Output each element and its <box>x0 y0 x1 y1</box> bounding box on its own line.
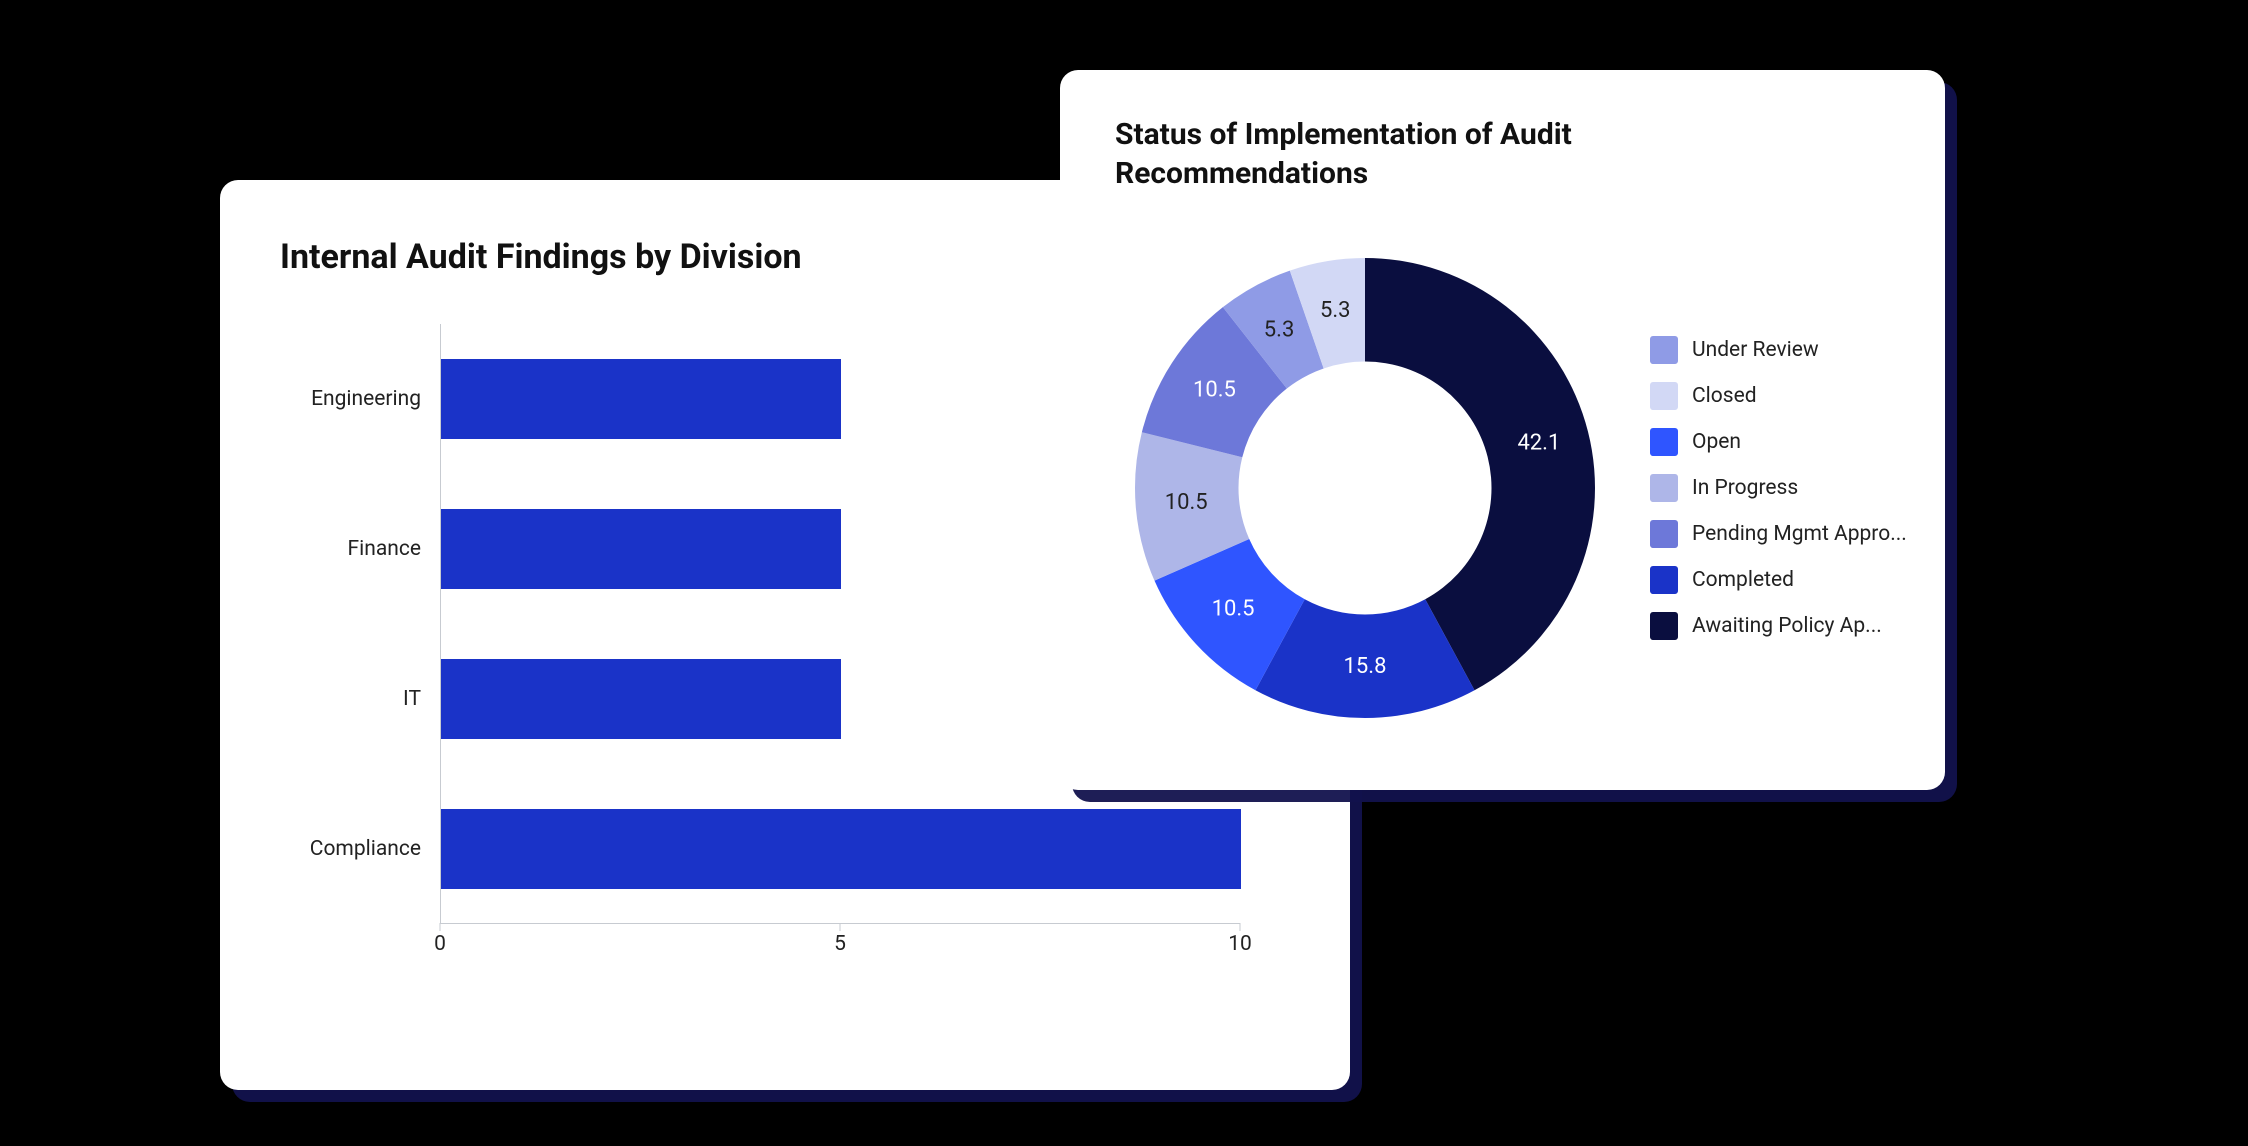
bar-category-label: Compliance <box>310 837 421 861</box>
x-tick-label: 0 <box>434 932 446 956</box>
legend-label: Pending Mgmt Appro... <box>1692 522 1907 546</box>
legend-swatch <box>1650 474 1678 502</box>
x-tick-mark <box>440 923 441 931</box>
legend-swatch <box>1650 336 1678 364</box>
donut-chart-title: Status of Implementation of Audit Recomm… <box>1115 115 1735 193</box>
donut-slice-value: 42.1 <box>1517 431 1560 456</box>
x-tick-label: 5 <box>834 932 846 956</box>
donut-slice-value: 10.5 <box>1212 596 1255 621</box>
legend-swatch <box>1650 566 1678 594</box>
donut-chart-legend: Under Review Closed Open In Progress Pending… <box>1650 336 1907 640</box>
legend-label: Closed <box>1692 384 1757 408</box>
legend-label: In Progress <box>1692 476 1798 500</box>
legend-swatch <box>1650 382 1678 410</box>
bar-rect <box>441 509 841 589</box>
legend-item: Pending Mgmt Appro... <box>1650 520 1907 548</box>
donut-slice-value: 5.3 <box>1264 317 1295 342</box>
bar-rect <box>441 659 841 739</box>
donut-slice-value: 10.5 <box>1193 377 1236 402</box>
legend-item: Completed <box>1650 566 1907 594</box>
donut-slice-value: 15.8 <box>1344 654 1387 679</box>
x-tick-mark <box>840 923 841 931</box>
bar-category-label: Engineering <box>311 387 421 411</box>
legend-item: In Progress <box>1650 474 1907 502</box>
donut-slice-value: 10.5 <box>1165 490 1208 515</box>
bar-category-label: Finance <box>348 537 421 561</box>
donut-chart-svg: 42.1 15.8 10.5 10.5 10.5 5.3 5.3 <box>1115 238 1615 738</box>
legend-item: Under Review <box>1650 336 1907 364</box>
bar-row: Finance <box>441 509 841 589</box>
legend-item: Open <box>1650 428 1907 456</box>
x-tick-mark <box>1240 923 1241 931</box>
bar-row: IT <box>441 659 841 739</box>
donut-chart-wrap: 42.1 15.8 10.5 10.5 10.5 5.3 5.3 Under Review C… <box>1115 238 1895 738</box>
bar-row: Compliance <box>441 809 1241 889</box>
legend-item: Awaiting Policy Ap... <box>1650 612 1907 640</box>
bar-chart-x-axis: 0510 <box>440 924 1240 964</box>
legend-label: Open <box>1692 430 1741 454</box>
donut-slice-value: 5.3 <box>1320 298 1351 323</box>
bar-rect <box>441 359 841 439</box>
bar-rect <box>441 809 1241 889</box>
x-tick-label: 10 <box>1228 932 1252 956</box>
legend-swatch <box>1650 520 1678 548</box>
donut-chart-card: Status of Implementation of Audit Recomm… <box>1060 70 1945 790</box>
legend-swatch <box>1650 428 1678 456</box>
bar-category-label: IT <box>403 687 421 711</box>
legend-label: Under Review <box>1692 338 1819 362</box>
legend-item: Closed <box>1650 382 1907 410</box>
legend-swatch <box>1650 612 1678 640</box>
legend-label: Completed <box>1692 568 1794 592</box>
legend-label: Awaiting Policy Ap... <box>1692 614 1882 638</box>
bar-row: Engineering <box>441 359 841 439</box>
